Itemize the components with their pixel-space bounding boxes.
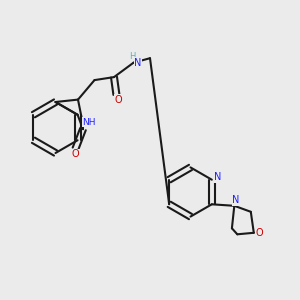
Text: O: O	[256, 228, 264, 238]
Text: N: N	[134, 58, 141, 68]
Text: N: N	[232, 195, 239, 206]
Text: O: O	[72, 149, 79, 159]
Text: O: O	[114, 95, 122, 105]
Text: N: N	[214, 172, 221, 182]
Text: H: H	[129, 52, 135, 61]
Text: NH: NH	[82, 118, 96, 127]
